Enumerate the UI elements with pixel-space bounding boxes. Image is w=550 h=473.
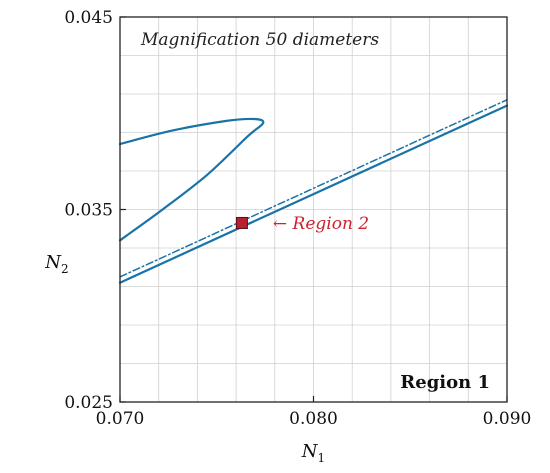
y-axis-label: N2	[44, 252, 68, 276]
x-tick-label: 0.070	[96, 409, 145, 429]
y-tick-label: 0.035	[64, 201, 113, 221]
series-line-3	[119, 99, 508, 278]
annotation-region-1: Region 1	[400, 372, 490, 393]
y-tick-label: 0.045	[64, 8, 113, 28]
tick-layer: 0.070 0.080 0.090 0.025 0.035 0.045	[64, 8, 531, 429]
annotation-magnification: Magnification 50 diameters	[140, 30, 379, 50]
x-tick-label: 0.080	[289, 409, 338, 429]
x-tick-label: 0.090	[483, 409, 532, 429]
annotation-region-2: ← Region 2	[273, 214, 369, 234]
series-line-1	[118, 117, 265, 242]
region-2-marker	[235, 216, 248, 229]
grid-lines	[120, 17, 507, 402]
series-line-2	[118, 104, 509, 284]
series-layer	[118, 99, 509, 284]
y-tick-label: 0.025	[64, 393, 113, 413]
x-axis-label: N1	[301, 441, 325, 465]
